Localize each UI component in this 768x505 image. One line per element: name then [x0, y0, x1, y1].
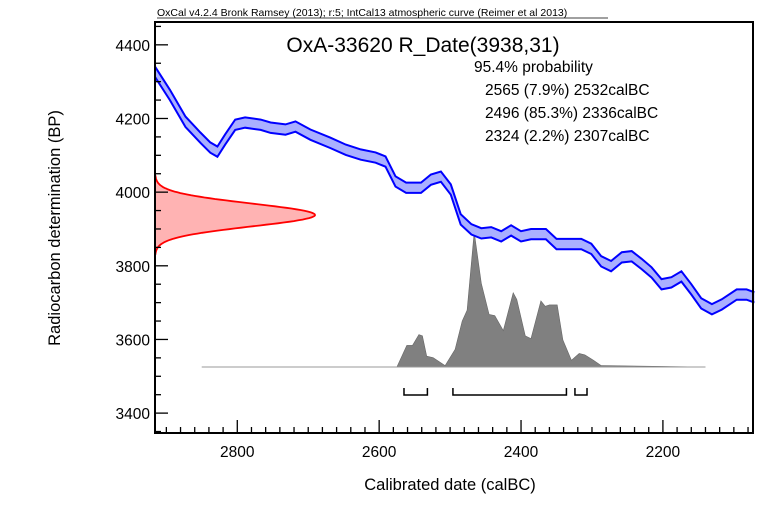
- radiocarbon-distribution-fill: [155, 175, 315, 255]
- x-tick-label: 2400: [504, 444, 539, 461]
- probability-label: 95.4% probability: [474, 59, 593, 76]
- y-tick-label: 4400: [116, 38, 151, 55]
- y-tick-label: 4000: [116, 185, 151, 202]
- range-text-3: 2324 (2.2%) 2307calBC: [485, 128, 650, 145]
- x-tick-label: 2800: [220, 444, 255, 461]
- calibration-curve-lower: [154, 76, 755, 316]
- y-tick-label: 3800: [116, 259, 151, 276]
- range-bracket-1: [403, 388, 429, 396]
- plot-frame: [154, 21, 754, 434]
- chart-title: OxA-33620 R_Date(3938,31): [286, 34, 559, 57]
- x-axis-label: Calibrated date (calBC): [364, 476, 536, 494]
- radiocarbon-distribution: [154, 175, 316, 256]
- range-text-1: 2565 (7.9%) 2532calBC: [485, 82, 650, 99]
- calibration-curve-upper: [154, 66, 755, 306]
- y-tick-label: 3600: [116, 332, 151, 349]
- calibrated-distribution: [201, 231, 706, 368]
- range-text-2: 2496 (85.3%) 2336calBC: [485, 105, 658, 122]
- credit-text: OxCal v4.2.4 Bronk Ramsey (2013); r:5; I…: [157, 7, 567, 19]
- y-axis-label: Radiocarbon determination (BP): [46, 110, 64, 346]
- x-tick-label: 2600: [362, 444, 397, 461]
- calibration-curve-band: [155, 66, 755, 315]
- plot-area: 2800 2600 2400 2200 3400 3600 3800 4000 4200 4400: [116, 21, 755, 461]
- range-bracket-2: [452, 388, 568, 396]
- y-tick-label: 3400: [116, 406, 151, 423]
- y-tick-label: 4200: [116, 111, 151, 128]
- range-bracket-3: [574, 388, 588, 396]
- x-tick-label: 2200: [646, 444, 681, 461]
